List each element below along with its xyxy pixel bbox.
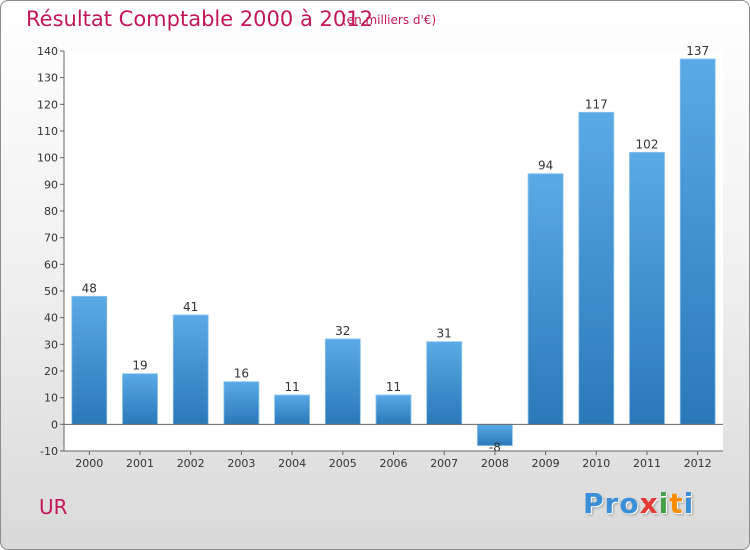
bar-value-label: 41 <box>183 300 198 314</box>
bar-value-label: 16 <box>234 367 249 381</box>
y-tick-label: 60 <box>44 258 58 271</box>
x-tick-label: 2006 <box>380 457 408 470</box>
y-tick-label: 30 <box>44 338 58 351</box>
y-tick-label: 110 <box>37 125 58 138</box>
x-tick-label: 2003 <box>227 457 255 470</box>
x-tick-label: 2000 <box>75 457 103 470</box>
x-tick-label: 2007 <box>430 457 458 470</box>
bar <box>172 314 209 425</box>
brand-letter: P <box>583 487 605 520</box>
y-tick-label: -10 <box>40 445 58 458</box>
y-tick-label: 90 <box>44 178 58 191</box>
chart-subtitle: (en milliers d'€) <box>342 13 437 27</box>
bar <box>629 151 665 425</box>
chart-title: Résultat Comptable 2000 à 2012 <box>26 7 373 31</box>
x-tick-label: 2009 <box>532 457 560 470</box>
bar <box>274 394 311 425</box>
bar-value-label: 11 <box>284 380 299 394</box>
proxiti-logo: Proxiti <box>583 487 694 520</box>
x-tick-label: 2010 <box>582 457 610 470</box>
brand-letter: x <box>639 487 659 520</box>
bar-value-label: 11 <box>386 380 401 394</box>
bar-value-label: 102 <box>636 137 659 151</box>
y-tick-label: 100 <box>37 152 58 165</box>
bar <box>71 295 108 425</box>
x-tick-label: 2004 <box>278 457 306 470</box>
bar <box>679 58 716 425</box>
brand-letter: r <box>604 487 620 520</box>
y-tick-label: 80 <box>44 205 58 218</box>
brand-letter: i <box>658 487 670 520</box>
bar <box>375 394 412 425</box>
x-tick-label: 2002 <box>177 457 205 470</box>
bar <box>122 373 158 425</box>
bar-value-label: 137 <box>686 44 709 58</box>
y-tick-label: 40 <box>44 312 58 325</box>
bar-value-label: 31 <box>437 327 452 341</box>
bar-value-label: 32 <box>335 324 350 338</box>
bar-value-label: 94 <box>538 159 553 173</box>
bar-value-label: 48 <box>82 281 97 295</box>
bar <box>527 173 564 425</box>
x-tick-label: 2001 <box>126 457 154 470</box>
bar <box>223 381 260 425</box>
bar-value-label: 19 <box>132 359 147 373</box>
y-tick-label: 50 <box>44 285 58 298</box>
bar <box>324 338 361 425</box>
y-tick-label: 0 <box>51 418 58 431</box>
bar <box>426 341 463 425</box>
bar-value-label: 117 <box>585 97 608 111</box>
x-tick-label: 2008 <box>481 457 509 470</box>
y-tick-label: 140 <box>37 45 58 58</box>
x-tick-label: 2011 <box>633 457 661 470</box>
x-tick-label: 2012 <box>684 457 712 470</box>
x-tick-label: 2005 <box>329 457 357 470</box>
brand-letter: t <box>669 487 684 520</box>
y-tick-label: 70 <box>44 232 58 245</box>
commune-name: UR <box>39 495 68 519</box>
y-tick-label: 20 <box>44 365 58 378</box>
y-tick-label: 10 <box>44 392 58 405</box>
y-tick-label: 120 <box>37 98 58 111</box>
bar-value-label: -8 <box>489 441 501 455</box>
y-tick-label: 130 <box>37 72 58 85</box>
brand-letter: o <box>619 487 640 520</box>
brand-letter: i <box>683 487 695 520</box>
bar <box>578 111 615 425</box>
